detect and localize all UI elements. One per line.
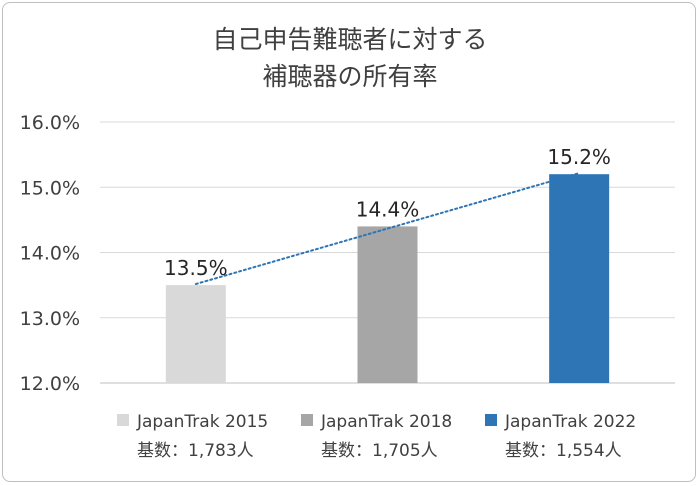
legend-swatch xyxy=(485,414,497,426)
data-label: 13.5% xyxy=(164,256,228,280)
y-tick-label: 13.0% xyxy=(20,308,80,330)
legend-entry-label: JapanTrak 2015 xyxy=(136,412,268,432)
chart-title-line-1: 自己申告難聴者に対する xyxy=(212,25,487,54)
legend-entry-note: 基数：1,705人 xyxy=(321,441,438,461)
legend-entry-note: 基数：1,554人 xyxy=(505,441,622,461)
legend-swatch xyxy=(301,414,313,426)
bar xyxy=(549,174,610,383)
y-tick-label: 16.0% xyxy=(20,112,80,134)
bar xyxy=(357,226,418,383)
legend-entry-label: JapanTrak 2018 xyxy=(320,412,452,432)
y-tick-label: 12.0% xyxy=(20,373,80,395)
legend-entry-label: JapanTrak 2022 xyxy=(504,412,636,432)
legend: JapanTrak 2015 基数：1,783人 JapanTrak 2018 基数：… xyxy=(117,412,636,461)
data-label: 14.4% xyxy=(356,197,420,221)
trendline xyxy=(194,172,581,286)
y-axis-ticks: 12.0% 13.0% 14.0% 15.0% 16.0% xyxy=(20,112,80,395)
legend-entry-note: 基数：1,783人 xyxy=(137,441,254,461)
chart-title-line-2: 補聴器の所有率 xyxy=(262,62,437,91)
bar xyxy=(165,285,226,383)
trendline-group xyxy=(194,172,581,286)
y-tick-label: 14.0% xyxy=(20,243,80,265)
bars xyxy=(165,174,610,383)
data-labels: 13.5% 14.4% 15.2% xyxy=(164,145,611,280)
legend-swatch xyxy=(117,414,129,426)
y-tick-label: 15.0% xyxy=(20,177,80,199)
data-label: 15.2% xyxy=(547,145,611,169)
